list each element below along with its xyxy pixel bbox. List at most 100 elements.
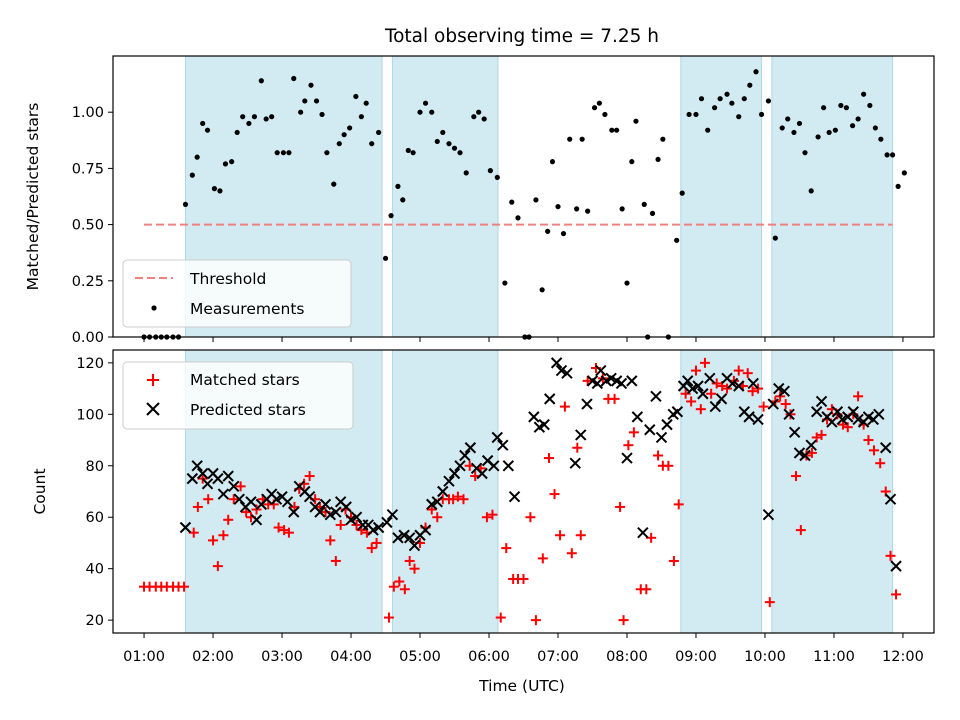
measurement-point [440, 129, 446, 136]
matched-star-point [273, 522, 284, 533]
predicted-star-point [637, 526, 649, 539]
matched-star-point [549, 489, 560, 500]
matched-star-point [452, 491, 463, 502]
legend-threshold-label: Threshold [189, 270, 266, 288]
bottom-y-ticks: 20 40 60 80 100 120 [76, 356, 113, 629]
predicted-star-point [528, 411, 540, 423]
matched-star-point [566, 548, 577, 559]
matched-star-point [722, 383, 733, 394]
measurement-point [234, 129, 240, 136]
measurement-point [502, 280, 508, 286]
matched-star-point [609, 393, 620, 404]
x-tick-label: 03:00 [261, 649, 303, 665]
measurement-point [796, 120, 803, 127]
matched-star-point [351, 519, 362, 530]
legend-predicted-swatch [146, 402, 160, 416]
measurement-point [494, 174, 500, 180]
predicted-star-point [793, 447, 806, 459]
matched-star-point [235, 481, 246, 492]
predicted-star-point [686, 382, 699, 395]
bottom-legend-box [122, 361, 354, 430]
predicted-star-point [196, 467, 209, 480]
measurement-point [382, 255, 389, 261]
measurement-point [747, 82, 753, 88]
shaded-interval [680, 349, 763, 634]
measurement-point [649, 210, 656, 216]
measurement-point [826, 129, 832, 136]
matched-star-point [432, 512, 443, 523]
matched-star-point [283, 527, 294, 538]
predicted-star-point [431, 496, 443, 508]
x-tick-label: 08:00 [606, 649, 648, 665]
measurement-point [471, 114, 477, 120]
top-x-ticks [143, 337, 904, 342]
predicted-star-point [191, 460, 203, 472]
predicted-star-point [222, 470, 234, 482]
matched-star-point [487, 509, 498, 520]
matched-star-point [304, 471, 315, 482]
bottom-plot-frame [112, 349, 935, 634]
matched-star-point [572, 442, 583, 453]
matched-star-point [706, 388, 717, 399]
matched-star-point [863, 435, 874, 446]
measurement-point [901, 170, 907, 176]
measurement-point [579, 136, 585, 142]
measurement-point [758, 111, 765, 118]
measurement-point [655, 156, 661, 163]
measurement-point [884, 152, 890, 158]
matched-star-point [495, 612, 506, 623]
predicted-star-point [544, 393, 556, 405]
predicted-star-point [805, 439, 817, 451]
predicted-star-point [454, 460, 466, 472]
predicted-star-point [743, 411, 755, 423]
top-shaded-intervals [184, 55, 894, 338]
matched-star-point [764, 597, 775, 608]
predicted-star-point [426, 498, 438, 511]
measurement-point [331, 181, 337, 187]
measurement-point [358, 114, 364, 120]
top-legend: Threshold Measurements [122, 259, 352, 328]
predicted-star-point [502, 460, 515, 472]
measurement-point [861, 91, 867, 97]
legend-measurements-label: Measurements [190, 300, 305, 318]
matched-star-point [628, 427, 639, 438]
measurement-point [246, 120, 252, 127]
measurement-point [560, 230, 567, 237]
measurement-point [674, 237, 680, 243]
measurement-point [347, 125, 353, 131]
predicted-star-point [437, 485, 449, 498]
measurement-point [838, 102, 844, 109]
measurement-point [791, 129, 797, 136]
matched-star-point [228, 494, 239, 505]
measurement-point [302, 98, 308, 104]
measurement-point [457, 150, 463, 156]
measurement-point [602, 111, 608, 118]
predicted-star-point [324, 508, 337, 521]
x-tick-label: 11:00 [813, 649, 855, 665]
predicted-star-point [392, 532, 404, 544]
matched-star-point [680, 388, 691, 399]
matched-star-point [742, 368, 753, 379]
predicted-star-point [476, 467, 488, 480]
predicted-star-point [179, 521, 192, 534]
y-tick-label: 60 [86, 510, 104, 526]
predicted-star-point [561, 367, 573, 379]
matched-star-point [559, 401, 570, 412]
measurement-point [724, 91, 730, 97]
matched-star-point [330, 555, 341, 566]
count-points [139, 357, 902, 626]
y-tick-label: 0.75 [72, 161, 104, 177]
top-legend-box [122, 259, 352, 328]
matched-star-point [618, 615, 629, 626]
measurement-point [753, 69, 759, 75]
predicted-star-point [811, 406, 823, 418]
measurement-point [263, 116, 269, 122]
predicted-star-point [615, 377, 628, 390]
measurement-point [313, 98, 320, 104]
measurement-point [240, 114, 246, 120]
predicted-star-point [681, 375, 694, 387]
measurement-point [698, 96, 705, 102]
shaded-interval [391, 55, 499, 338]
measurement-point [549, 159, 556, 165]
